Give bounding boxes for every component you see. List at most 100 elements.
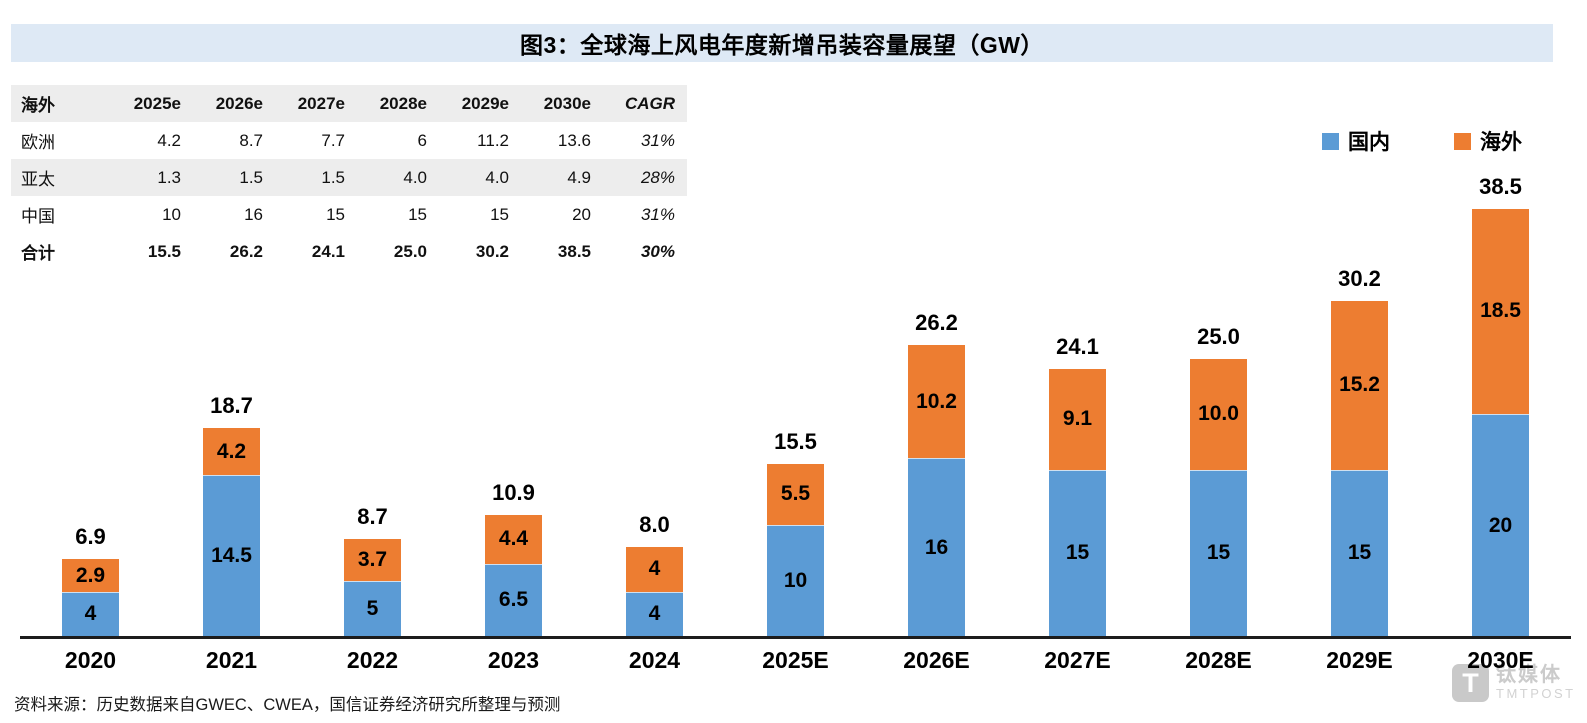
table-cell: 24.1: [311, 241, 345, 261]
table-cell: 4.9: [567, 167, 591, 187]
bar-total-label: 30.2: [1338, 265, 1381, 291]
table-cell: 4.2: [157, 130, 181, 150]
table-cell: 6: [417, 130, 427, 150]
watermark-cn-text: 钛媒体: [1496, 663, 1562, 686]
table-row: 欧洲 4.2 8.7 7.7 6 11.2 13.6 31%: [11, 122, 687, 159]
bar-segment-domestic: 20: [1472, 414, 1529, 636]
legend-item-overseas: 海外: [1454, 126, 1522, 156]
table-cell: 31%: [640, 130, 675, 150]
table-row: 中国 10 16 15 15 15 20 31%: [11, 196, 687, 233]
x-axis-label: 2028E: [1185, 647, 1252, 673]
table-header-cell: 2029e: [461, 93, 509, 113]
table-cell: 16: [244, 204, 263, 224]
bar-total-label: 25.0: [1197, 323, 1240, 349]
table-cell: 30.2: [475, 241, 509, 261]
table-row-label: 欧洲: [21, 133, 55, 152]
tmtpost-logo-letter: T: [1462, 667, 1479, 698]
table-cell: 15: [326, 204, 345, 224]
bar-segment-overseas: 15.2: [1331, 300, 1388, 470]
x-axis-label: 2029E: [1326, 647, 1393, 673]
x-axis-label: 2022: [346, 647, 399, 673]
bar-segment-overseas: 10.2: [908, 345, 965, 459]
table-cell: 26.2: [229, 241, 263, 261]
bar-segment-domestic: 15: [1331, 469, 1388, 636]
bar-segment-domestic: 10: [767, 525, 824, 636]
table-row-label: 亚太: [21, 170, 55, 189]
source-note: 资料来源：历史数据来自GWEC、CWEA，国信证券经济研究所整理与预测: [14, 696, 561, 714]
table-row-label: 合计: [21, 244, 55, 263]
table-header-cell: CAGR: [624, 93, 675, 113]
bar-total-label: 24.1: [1056, 333, 1099, 359]
x-axis-labels: 2020 2021 2022 2023 2024 2025E 2026E 2027E 2028E…: [20, 647, 1571, 674]
table-cell: 15: [408, 204, 427, 224]
tmtpost-watermark-text: 钛媒体 TMTPOST: [1496, 664, 1576, 702]
legend-swatch-overseas-icon: [1454, 132, 1471, 150]
summary-table: 海外 2025e 2026e 2027e 2028e 2029e 2030e CAGR 欧洲 4…: [11, 85, 687, 270]
table-cell: 15: [490, 204, 509, 224]
bar-segment-domestic: 14.5: [203, 475, 260, 636]
bar-segment-overseas: 4: [626, 547, 683, 592]
bar-segment-overseas: 9.1: [1049, 368, 1106, 470]
table-cell: 25.0: [393, 241, 427, 261]
bar-segment-overseas: 2.9: [62, 559, 119, 592]
bar-segment-overseas: 5.5: [767, 463, 824, 525]
table-cell: 10: [162, 204, 181, 224]
table-header-cell: 2028e: [379, 93, 427, 113]
table-header-cell: 2026e: [215, 93, 263, 113]
table-cell: 8.7: [239, 130, 263, 150]
legend-label-overseas: 海外: [1480, 131, 1522, 154]
table-cell: 4.0: [403, 167, 427, 187]
table-row: 亚太 1.3 1.5 1.5 4.0 4.0 4.9 28%: [11, 159, 687, 196]
bar-column: 38.5 18.5 20: [1430, 174, 1571, 636]
bar-segment-domestic: 15: [1190, 469, 1247, 636]
bar-segment-overseas: 4.2: [203, 428, 260, 476]
bar-column: 8.7 3.7 5: [302, 504, 443, 636]
x-axis-label: 2027E: [1044, 647, 1111, 673]
table-cell: 31%: [640, 204, 675, 224]
x-axis-label: 2026E: [903, 647, 970, 673]
legend-item-domestic: 国内: [1322, 126, 1390, 156]
bar-segment-domestic: 4: [62, 591, 119, 636]
x-axis-label: 2021: [205, 647, 258, 673]
bar-total-label: 18.7: [210, 393, 253, 419]
bar-segment-domestic: 4: [626, 591, 683, 636]
table-header-cell: 2030e: [543, 93, 591, 113]
table-cell: 7.7: [321, 130, 345, 150]
table-row: 合计 15.5 26.2 24.1 25.0 30.2 38.5 30%: [11, 233, 687, 270]
table-header-cell: 海外: [21, 96, 55, 115]
table-cell: 13.6: [557, 130, 591, 150]
bar-segment-domestic: 16: [908, 458, 965, 636]
table-cell: 11.2: [477, 130, 509, 150]
table-cell: 1.5: [239, 167, 263, 187]
chart-title: 图3：全球海上风电年度新增吊装容量展望（GW）: [520, 32, 1044, 58]
bar-column: 25.0 10.0 15: [1148, 323, 1289, 636]
x-axis-line: [20, 636, 1571, 639]
chart-legend: 国内 海外: [1322, 126, 1522, 156]
bar-total-label: 26.2: [915, 310, 958, 336]
legend-label-domestic: 国内: [1348, 131, 1390, 154]
table-cell: 15.5: [147, 241, 181, 261]
table-cell: 38.5: [557, 241, 591, 261]
tmtpost-logo-icon: T: [1452, 664, 1489, 702]
bar-segment-overseas: 4.4: [485, 515, 542, 564]
bar-total-label: 8.0: [639, 512, 670, 538]
bar-segment-overseas: 3.7: [344, 539, 401, 581]
bar-total-label: 15.5: [774, 428, 817, 454]
table-header-row: 海外 2025e 2026e 2027e 2028e 2029e 2030e CAGR: [11, 85, 687, 122]
table-cell: 28%: [640, 167, 675, 187]
table-header-cell: 2025e: [133, 93, 181, 113]
bar-column: 30.2 15.2 15: [1289, 266, 1430, 636]
bar-segment-overseas: 10.0: [1190, 358, 1247, 470]
table-cell: 4.0: [485, 167, 509, 187]
bar-segment-overseas: 18.5: [1472, 208, 1529, 414]
bar-column: 8.0 4 4: [584, 512, 725, 636]
bar-column: 26.2 10.2 16: [866, 310, 1007, 636]
table-cell: 20: [572, 204, 591, 224]
legend-swatch-domestic-icon: [1322, 132, 1339, 150]
x-axis-label: 2024: [628, 647, 681, 673]
x-axis-label: 2030E: [1467, 647, 1534, 673]
table-cell: 1.5: [321, 167, 345, 187]
bar-column: 18.7 4.2 14.5: [161, 393, 302, 636]
bar-column: 15.5 5.5 10: [725, 429, 866, 636]
x-axis-label: 2023: [487, 647, 540, 673]
